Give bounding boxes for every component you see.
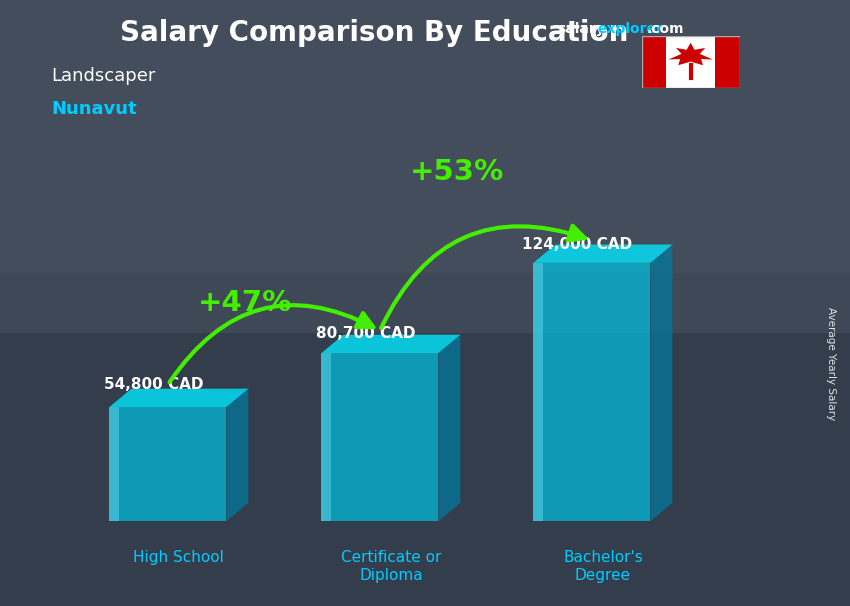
- Text: +53%: +53%: [410, 158, 504, 187]
- Bar: [0, 333, 850, 606]
- Text: .com: .com: [647, 22, 684, 36]
- Bar: [534, 263, 543, 521]
- Bar: [321, 353, 331, 521]
- Text: Average Yearly Salary: Average Yearly Salary: [826, 307, 836, 420]
- Text: Certificate or
Diploma: Certificate or Diploma: [341, 550, 441, 583]
- Text: High School: High School: [133, 550, 224, 565]
- Text: Salary Comparison By Education: Salary Comparison By Education: [120, 19, 628, 47]
- Text: explorer: explorer: [598, 22, 663, 36]
- Bar: [715, 36, 740, 88]
- Polygon shape: [534, 244, 672, 263]
- Polygon shape: [439, 335, 461, 521]
- Text: Landscaper: Landscaper: [51, 67, 156, 85]
- Bar: [642, 36, 666, 88]
- Polygon shape: [668, 43, 713, 65]
- Bar: [666, 36, 715, 88]
- Polygon shape: [110, 388, 248, 407]
- Polygon shape: [650, 244, 672, 521]
- Bar: [321, 353, 439, 521]
- Text: salary: salary: [557, 22, 604, 36]
- Text: +47%: +47%: [197, 288, 292, 316]
- Bar: [110, 407, 226, 521]
- Text: Bachelor's
Degree: Bachelor's Degree: [563, 550, 643, 583]
- Bar: [110, 407, 119, 521]
- Polygon shape: [321, 335, 461, 353]
- Text: 54,800 CAD: 54,800 CAD: [104, 378, 203, 393]
- Bar: [534, 263, 650, 521]
- Polygon shape: [226, 388, 248, 521]
- Text: Nunavut: Nunavut: [51, 100, 137, 118]
- Text: 80,700 CAD: 80,700 CAD: [315, 325, 415, 341]
- Bar: [0, 0, 850, 273]
- Text: 124,000 CAD: 124,000 CAD: [522, 238, 632, 253]
